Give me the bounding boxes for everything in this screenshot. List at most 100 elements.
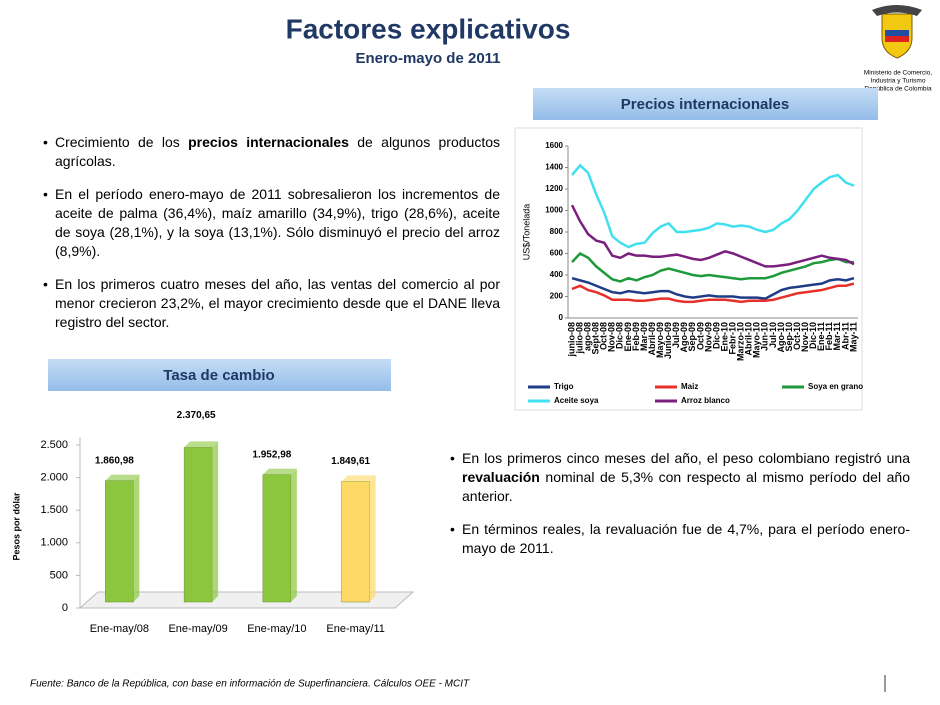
section-box [533,88,878,120]
section-title: Tasa de cambio [163,367,274,384]
x-tick-label: Mayo-09 [655,322,665,358]
bullets-right: En los primeros cinco meses del año, el … [450,449,910,572]
x-tick-label: Ene-10 [719,322,729,352]
bullet-text: revaluación [462,469,540,485]
legend-label: Aceite soya [554,396,599,405]
x-tick-label: Oct-09 [695,322,705,350]
bullet: En términos reales, la revaluación fue d… [450,520,910,558]
bar-side [290,468,297,602]
line-series [570,204,855,268]
section-box [48,359,391,391]
chart-frame [514,127,863,411]
x-tick-label: Ene-11 [816,322,826,351]
y-tick-label: 1000 [545,206,563,215]
legend-label: Maiz [681,382,698,391]
y-tick-label: 400 [550,270,564,279]
bar [341,481,370,603]
logo: Ministerio de Comercio, Industria y Turi… [864,5,932,93]
logo-text: República de Colombia [864,86,932,93]
x-tick-label: Abril-10 [744,322,754,356]
bullets-left: Crecimiento de los precios internacional… [43,133,500,346]
bar-side [369,475,376,602]
bar [105,480,134,603]
x-tick-label: Feb-09 [631,322,641,351]
logo-text: Ministerio de Comercio, [864,70,932,77]
x-tick-label: Ago-09 [679,322,689,353]
x-tick-label: julio-08 [574,322,584,355]
legend-label: Soya en grano [808,382,863,391]
bullet-text: En el período enero-mayo de 2011 sobresa… [55,186,500,259]
bar-side [133,474,140,602]
y-tick-label: 200 [550,292,564,301]
floor [78,591,415,609]
x-tick-label: Ene-may/11 [326,623,385,635]
y-tick-label: 1.000 [40,537,68,549]
title: Factores explicativos [286,13,571,44]
x-tick-label: Abr-11 [840,322,850,350]
bullet-text: nominal de 5,3% con respecto al mismo pe… [462,469,910,504]
line-series [571,251,854,283]
x-tick-label: junio-08 [566,322,576,358]
x-tick-label: Junio-09 [663,322,673,359]
y-tick-label: 800 [550,227,564,236]
logo-text: Industria y Turismo [871,78,926,85]
x-tick-label: ago-08 [583,322,593,351]
y-tick-label: 2.000 [40,472,68,484]
x-tick-label: Febr-10 [728,322,738,355]
x-tick-label: Dic-08 [615,322,625,349]
x-tick-label: Nov-08 [607,322,617,352]
x-tick-label: Mayo-10 [752,322,762,358]
bar-top [262,468,297,475]
x-tick-label: Sep-10 [784,322,794,352]
y-tick-label: 1.500 [40,504,68,516]
bullet-text: En los primeros cuatro meses del año, la… [55,276,500,330]
x-tick-label: Mar-09 [639,322,649,351]
y-axis-label: Pesos por dólar [11,492,21,561]
y-tick-label: 600 [550,249,564,258]
bullet-text: Crecimiento de los [55,134,189,150]
y-tick-label: 1200 [545,184,563,193]
x-tick-label: Oct-08 [599,322,609,350]
subtitle: Enero-mayo de 2011 [355,50,500,67]
x-tick-label: Mar-11 [832,322,842,351]
x-tick-label: Jul-09 [671,322,681,348]
bar-side [212,441,219,602]
x-tick-label: May-11 [848,322,858,352]
bar [183,447,213,603]
value-label: 1.849,61 [331,456,370,467]
x-tick-label: Nov-10 [800,322,810,352]
x-tick-label: Feb-11 [824,322,834,351]
x-tick-label: Ago-10 [776,322,786,353]
y-tick-label: 500 [50,569,68,581]
footer: Fuente: Banco de la República, con base … [30,679,470,690]
y-tick-label: 1400 [545,163,563,172]
line-series [571,163,855,249]
bullet-text: En los primeros cinco meses del año, el … [462,450,910,466]
line-series [571,282,855,304]
bullet-text: precios internacionales [188,134,349,150]
y-tick-label: 1600 [545,141,563,150]
bullet: En el período enero-mayo de 2011 sobresa… [43,185,500,261]
y-tick-label: 2.500 [40,439,68,451]
bar [262,474,292,603]
x-tick-label: Oct-10 [792,322,802,350]
bar-top [341,475,376,482]
x-tick-label: Dic-09 [711,322,721,349]
y-tick-label: 0 [62,602,68,614]
value-label: 1.952,98 [252,449,291,460]
x-tick-label: Sep-09 [687,322,697,352]
x-tick-label: Ene-may/10 [247,623,306,635]
x-tick-label: Nov-09 [703,322,713,352]
x-tick-label: Ene-may/08 [90,623,149,635]
bullet: En los primeros cuatro meses del año, la… [43,275,500,332]
bar-top [105,474,140,481]
value-label: 1.860,98 [95,455,134,466]
bullet: En los primeros cinco meses del año, el … [450,449,910,506]
bar-top [184,441,219,448]
x-tick-label: Jun-10 [760,322,770,351]
bullet-text: En términos reales, la revaluación fue d… [462,521,910,556]
x-tick-label: Abril-09 [647,322,657,356]
bullet: Crecimiento de los precios internacional… [43,133,500,171]
